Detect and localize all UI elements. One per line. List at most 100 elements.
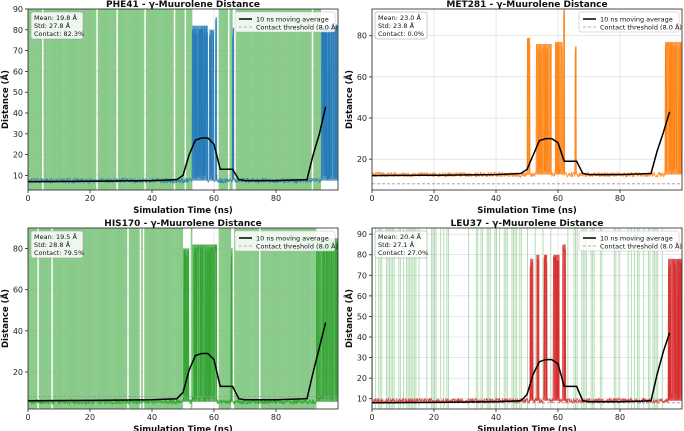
contact-band bbox=[97, 9, 100, 190]
contact-band bbox=[499, 228, 501, 409]
contact-band bbox=[105, 9, 108, 190]
contact-band bbox=[167, 228, 170, 409]
contact-band bbox=[153, 228, 156, 409]
x-tick-label: 20 bbox=[85, 413, 95, 422]
contact-band bbox=[279, 228, 281, 409]
contact-band bbox=[241, 228, 244, 409]
y-tick-label: 50 bbox=[13, 88, 23, 97]
contact-band bbox=[29, 228, 32, 409]
contact-band bbox=[269, 228, 272, 409]
contact-band bbox=[181, 9, 184, 190]
contact-band bbox=[254, 228, 256, 409]
contact-band bbox=[314, 9, 317, 190]
contact-band bbox=[618, 228, 620, 409]
contact-band bbox=[294, 228, 297, 409]
contact-band bbox=[392, 228, 394, 409]
contact-band bbox=[82, 9, 84, 190]
contact-band bbox=[148, 228, 151, 409]
contact-band bbox=[655, 228, 657, 409]
y-tick-label: 60 bbox=[13, 286, 23, 295]
plot-frame bbox=[27, 227, 339, 410]
y-axis-label: Distance (Å) bbox=[344, 70, 355, 129]
distance-spike-block bbox=[209, 29, 214, 181]
contact-band bbox=[119, 9, 122, 190]
contact-band bbox=[643, 228, 645, 409]
contact-band bbox=[372, 228, 373, 409]
y-tick-label: 90 bbox=[357, 230, 367, 239]
contact-band bbox=[68, 9, 70, 190]
contact-band bbox=[49, 9, 52, 190]
x-tick-label: 80 bbox=[615, 413, 625, 422]
contact-band bbox=[60, 228, 63, 409]
contact-band bbox=[291, 9, 294, 190]
contact-band bbox=[45, 9, 47, 190]
contact-band bbox=[426, 228, 428, 409]
contact-band bbox=[62, 228, 64, 409]
distance-spike-block bbox=[215, 17, 218, 181]
contact-band bbox=[46, 228, 49, 409]
distance-spike-block bbox=[668, 258, 682, 401]
contact-band bbox=[409, 228, 411, 409]
contact-band bbox=[54, 9, 56, 190]
contact-band bbox=[131, 228, 134, 409]
contact-band bbox=[226, 228, 229, 409]
contact-band bbox=[285, 228, 287, 409]
contact-band bbox=[40, 9, 43, 190]
contact-band bbox=[243, 228, 246, 409]
contact-band bbox=[410, 228, 412, 409]
x-axis-label: Simulation Time (ns) bbox=[477, 425, 577, 431]
contact-band bbox=[80, 228, 83, 409]
contact-band bbox=[534, 228, 536, 409]
contact-band bbox=[32, 9, 35, 190]
contact-band bbox=[221, 9, 224, 190]
contact-band bbox=[415, 228, 417, 409]
contact-band bbox=[262, 228, 264, 409]
contact-band bbox=[108, 228, 111, 409]
y-tick-label: 60 bbox=[357, 292, 367, 301]
distance-spike-block bbox=[231, 248, 233, 402]
stats-line: Std: 27.1 Å bbox=[378, 240, 415, 249]
contact-band bbox=[65, 9, 67, 190]
plot-area bbox=[28, 228, 338, 409]
legend-label-moving-average: 10 ns moving average bbox=[256, 16, 329, 24]
contact-band bbox=[57, 9, 60, 190]
y-tick-label: 50 bbox=[357, 312, 367, 321]
contact-band bbox=[131, 9, 134, 190]
contact-band bbox=[100, 228, 103, 409]
contact-band bbox=[43, 9, 46, 190]
x-tick-label: 20 bbox=[429, 194, 439, 203]
contact-band bbox=[190, 9, 193, 190]
contact-band bbox=[144, 228, 146, 409]
contact-band bbox=[83, 9, 86, 190]
moving-average-line bbox=[28, 322, 327, 402]
contact-band bbox=[260, 228, 263, 409]
contact-band bbox=[251, 228, 253, 409]
contact-band bbox=[159, 9, 162, 190]
contact-band bbox=[102, 9, 105, 190]
contact-band bbox=[300, 228, 303, 409]
contact-band bbox=[220, 228, 222, 409]
contact-band bbox=[257, 9, 260, 190]
contact-band bbox=[83, 228, 86, 409]
contact-band bbox=[272, 228, 275, 409]
contact-band bbox=[34, 9, 36, 190]
legend-label-threshold: Contact threshold (8.0 Å) bbox=[256, 242, 338, 251]
contact-band bbox=[488, 228, 490, 409]
contact-band bbox=[88, 228, 91, 409]
contact-band bbox=[302, 9, 304, 190]
stats-line: Contact: 27.0% bbox=[378, 249, 428, 257]
contact-band bbox=[307, 228, 309, 409]
contact-band bbox=[59, 228, 61, 409]
contact-band bbox=[60, 9, 63, 190]
contact-band bbox=[138, 9, 140, 190]
legend-label-moving-average: 10 ns moving average bbox=[600, 16, 673, 24]
contact-band bbox=[313, 9, 315, 190]
y-tick-label: 60 bbox=[357, 73, 367, 82]
contact-band bbox=[503, 228, 505, 409]
contact-band bbox=[62, 9, 64, 190]
contact-band bbox=[387, 228, 389, 409]
plot-frame bbox=[371, 227, 683, 410]
